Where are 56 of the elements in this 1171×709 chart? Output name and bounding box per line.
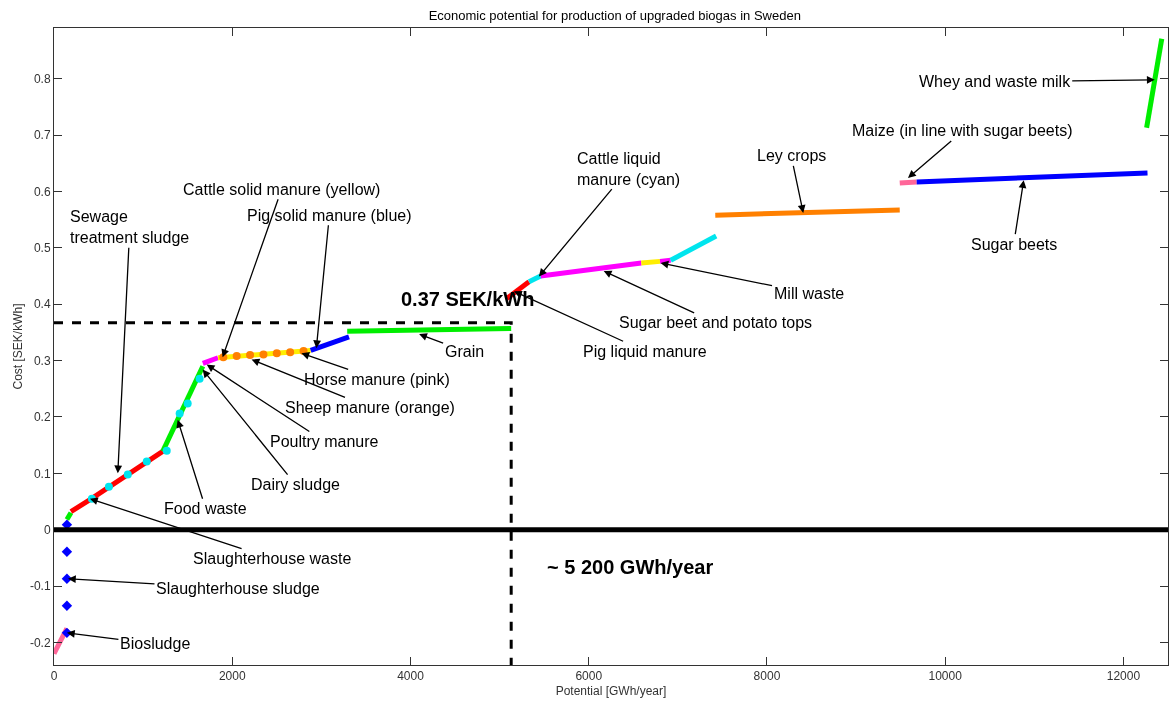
- annotation: ~ 5 200 GWh/year: [547, 556, 714, 578]
- y-tick-label: 0.3: [33, 353, 51, 368]
- annotation: Biosludge: [120, 635, 191, 652]
- point: [162, 446, 171, 455]
- annotation: Sheep manure (orange): [285, 399, 455, 416]
- annotation: Dairy sludge: [251, 476, 341, 493]
- annotation: Cattle liquid manure (cyan): [577, 150, 681, 188]
- annotation: 0.37 SEK/kWh: [401, 288, 535, 310]
- x-tick-label: 2000: [218, 669, 246, 684]
- y-tick-label: 0.8: [33, 71, 51, 86]
- x-tick-label: 8000: [753, 669, 781, 684]
- point: [259, 350, 268, 359]
- x-tick-label: 6000: [575, 669, 603, 684]
- point: [123, 470, 132, 479]
- point: [142, 457, 151, 466]
- point: [272, 349, 281, 358]
- point: [232, 352, 241, 361]
- annotation: Sugar beet and potato tops: [619, 314, 813, 331]
- annotation: Food waste: [164, 500, 247, 517]
- annotation: Whey and waste milk: [919, 73, 1072, 90]
- annotation: Ley crops: [757, 147, 827, 164]
- x-axis-title: Potential [GWh/year]: [555, 684, 667, 699]
- annotation: Poultry manure: [270, 433, 379, 450]
- x-tick-label: 12000: [1106, 669, 1141, 684]
- y-tick-label: 0.1: [33, 466, 51, 481]
- annotation: Grain: [445, 343, 485, 360]
- point: [104, 482, 113, 491]
- y-tick-label: 0.2: [33, 410, 51, 425]
- y-tick-label: 0.7: [33, 128, 51, 143]
- annotation: Slaughterhouse waste: [193, 550, 352, 567]
- point: [175, 409, 184, 418]
- point: [246, 350, 255, 359]
- y-tick-label: 0.5: [33, 241, 51, 256]
- chart-title: Economic potential for production of upgraded biogas in Sweden: [428, 7, 801, 23]
- annotation: Maize (in line with sugar beets): [852, 122, 1073, 139]
- point: [195, 374, 204, 383]
- annotation: Pig solid manure (blue): [247, 207, 412, 224]
- point: [61, 546, 73, 557]
- annotation: Sugar beets: [971, 236, 1058, 253]
- annotation: Pig liquid manure: [583, 343, 707, 360]
- annotation: Slaughterhouse sludge: [156, 580, 320, 597]
- point: [61, 600, 73, 612]
- point: [286, 348, 295, 357]
- y-tick-label: 0: [43, 522, 51, 537]
- y-tick-label: -0.2: [29, 635, 51, 650]
- annotation: Cattle solid manure (yellow): [183, 181, 381, 198]
- annotation: Sewage treatment sludge: [70, 208, 190, 246]
- annotation: Horse manure (pink): [304, 371, 450, 388]
- point: [183, 399, 192, 408]
- x-tick-label: 4000: [397, 669, 425, 684]
- annotation: Mill waste: [774, 285, 845, 302]
- y-tick-label: 0.6: [33, 184, 51, 199]
- y-axis-title: Cost [SEK/kWh]: [11, 303, 26, 390]
- y-tick-label: -0.1: [29, 579, 51, 594]
- x-tick-label: 10000: [928, 669, 963, 684]
- y-tick-label: 0.4: [33, 297, 51, 312]
